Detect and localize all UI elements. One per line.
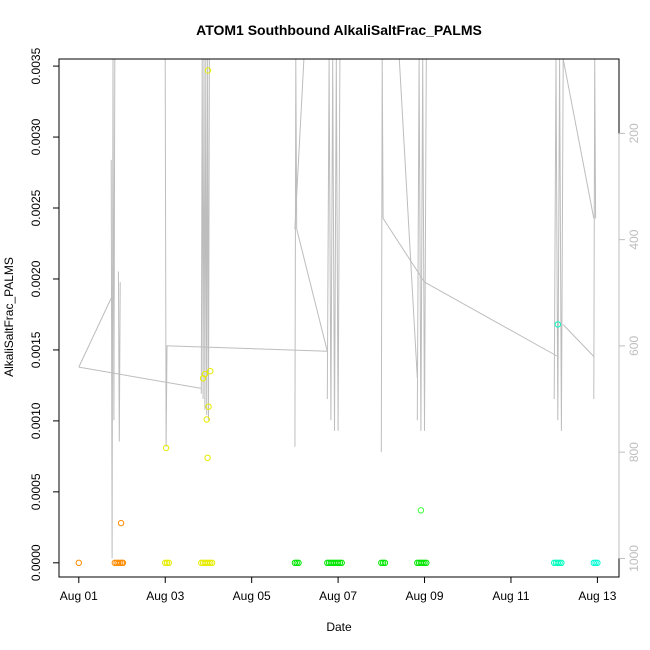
data-point [421,559,428,566]
pressure-line-segment [326,58,341,431]
y-tick-label: 0.0015 [29,331,43,368]
data-point [417,507,425,514]
x-tick-label: Aug 07 [319,589,357,603]
data-point [594,559,601,566]
data-point [162,559,169,566]
x-axis: Aug 01 Aug 03 Aug 05 Aug 07 Aug 09 Aug 11 Aug … [60,576,617,603]
y2-tick-label: 1000 [627,545,641,572]
y-tick-label: 0.0030 [29,118,43,155]
pressure-line-segment [398,58,418,378]
data-point [208,559,216,566]
data-point [203,416,210,423]
pressure-line-segment [164,58,169,447]
pressure-line-segment [78,366,202,389]
y-tick-label: 0.0010 [29,402,43,439]
data-point [291,559,299,566]
y2-tick-label: 600 [627,336,641,356]
pressure-line-segment [78,297,112,368]
pressure-line-segment [380,58,384,453]
data-point [205,559,212,566]
pressure-line-segment [296,228,328,352]
x-tick-label: Aug 01 [60,589,98,603]
data-point [295,559,302,566]
data-point [163,559,171,566]
pressure-line-segment [117,271,121,442]
data-point [117,559,124,566]
data-point [201,370,209,378]
data-points [75,67,601,566]
data-point [419,559,426,566]
x-tick-label: Aug 13 [578,589,616,603]
x-tick-label: Aug 09 [406,589,444,603]
data-point [381,559,389,566]
right-pressure-axis: 200 400 600 800 1000 [618,123,641,572]
y-tick-label: 0.0000 [29,544,43,581]
data-point [204,454,211,461]
data-point [117,519,125,527]
pressure-line-segment [593,58,597,400]
data-point [207,368,214,375]
data-point [379,559,387,566]
data-point [423,559,430,566]
data-point [334,559,342,566]
x-tick-label: Aug 05 [233,589,271,603]
data-point [592,559,599,566]
pressure-line-segment [294,58,305,230]
data-point [378,559,385,566]
pressure-line-segment [562,58,595,219]
data-point [336,559,344,566]
data-point [165,559,173,566]
y-tick-label: 0.0005 [29,473,43,510]
y2-tick-label: 200 [627,123,641,143]
data-point [205,403,212,410]
pressure-line-segment [424,281,559,357]
pressure-line-segment [200,58,210,421]
chart-title: ATOM1 Southbound AlkaliSaltFrac_PALMS [196,22,482,38]
data-point [293,559,300,566]
pressure-line-segment [110,58,116,559]
data-point [338,559,345,566]
data-point [115,559,122,566]
data-point [162,444,170,452]
y-axis: 0.0000 0.0005 0.0010 0.0015 0.0020 0.0025 0.00… [29,47,59,581]
data-point [207,559,214,566]
y2-tick-label: 800 [627,442,641,462]
x-tick-label: Aug 03 [146,589,184,603]
data-point [204,67,212,74]
data-point [554,321,561,328]
y-axis-label: AlkaliSaltFrac_PALMS [2,257,16,377]
pressure-line-segment [416,58,427,431]
pressure-line-segment [562,324,595,357]
data-point [554,559,561,566]
x-axis-label: Date [326,620,352,634]
x-tick-label: Aug 11 [492,589,529,603]
data-point [119,559,127,566]
data-point [558,559,565,566]
pressure-line-segment [294,58,298,447]
data-point [590,559,597,566]
data-point [556,559,563,566]
y-tick-label: 0.0025 [29,189,43,226]
pressure-line-series [78,58,597,559]
y2-tick-label: 400 [627,229,641,249]
y-tick-label: 0.0020 [29,260,43,297]
pressure-line-segment [168,345,328,352]
pressure-line-segment [553,58,564,431]
data-point [75,559,83,566]
y-tick-label: 0.0035 [29,47,43,84]
